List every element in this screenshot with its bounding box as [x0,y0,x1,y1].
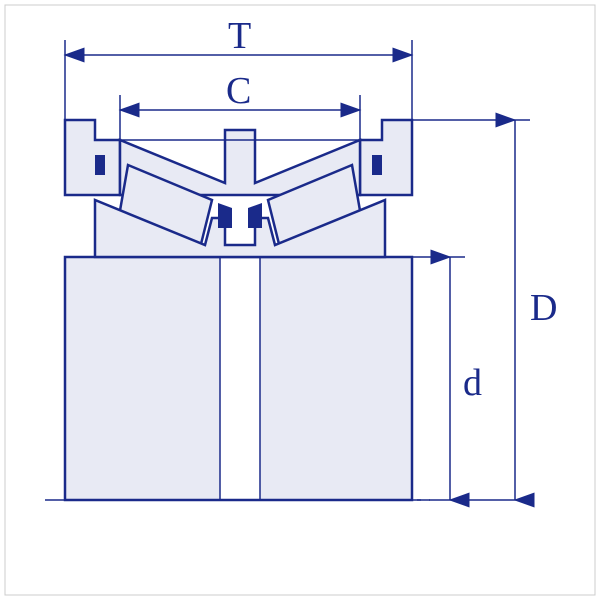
label-d: d [463,362,482,404]
dim-D: D [412,120,557,500]
label-T: T [228,15,251,57]
bearing-diagram: T C D d [0,0,600,600]
label-C: C [226,70,251,112]
upper-assembly [65,120,412,257]
dim-d: d [412,257,482,500]
label-D: D [530,287,557,329]
lower-block [65,257,412,500]
